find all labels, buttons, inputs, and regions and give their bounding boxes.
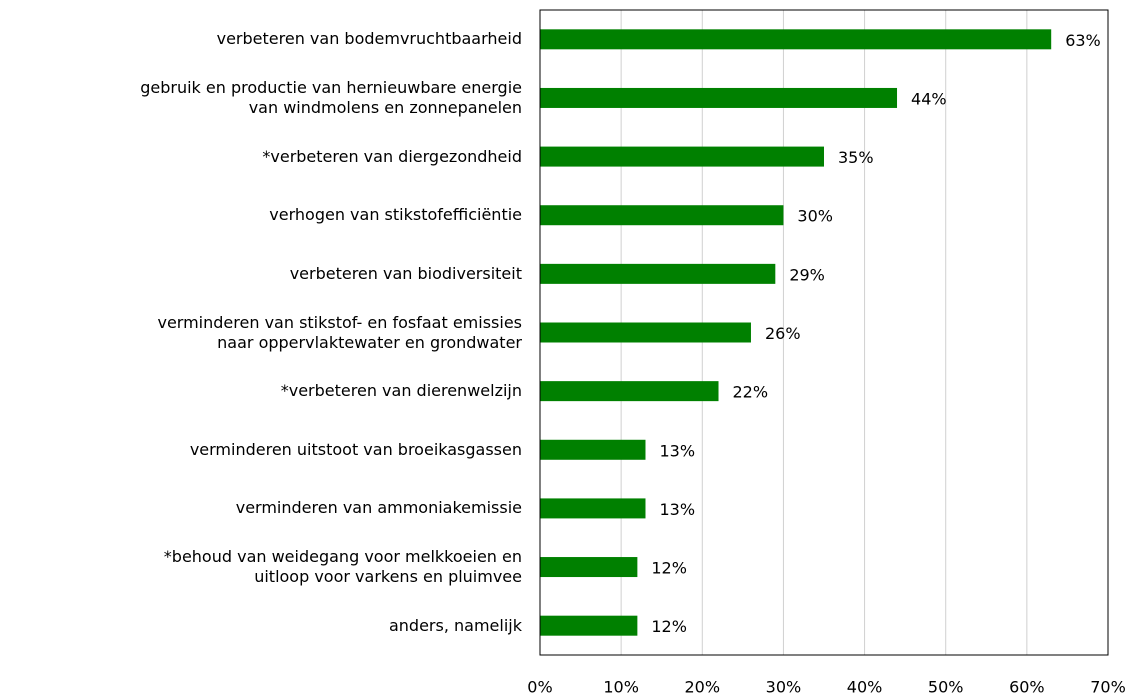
x-tick-label: 30% [766, 678, 802, 697]
bar [540, 381, 719, 402]
x-tick-label: 40% [847, 678, 883, 697]
value-label: 13% [659, 441, 695, 460]
bar [540, 29, 1052, 50]
value-label: 35% [838, 148, 874, 167]
y-tick-label: anders, namelijk [388, 615, 522, 635]
value-label: 13% [659, 500, 695, 519]
value-label: 29% [789, 265, 825, 284]
bar [540, 146, 824, 167]
y-tick-label: verminderen uitstoot van broeikasgassen [189, 439, 522, 459]
x-tick-label: 60% [1009, 678, 1045, 697]
x-tick-label: 10% [603, 678, 639, 697]
value-label: 22% [733, 383, 769, 402]
plot-border [539, 9, 1109, 656]
y-tick-label: *verbeteren van diergezondheid [262, 146, 522, 166]
y-tick-label: gebruik en productie van hernieuwbare en… [140, 77, 522, 117]
y-tick-label: *verbeteren van dierenwelzijn [280, 381, 522, 401]
x-tick-label: 0% [527, 678, 552, 697]
value-label: 30% [797, 207, 833, 226]
x-tick-label: 50% [928, 678, 964, 697]
value-label: 12% [651, 559, 687, 578]
y-tick-label: *behoud van weidegang voor melkkoeien en… [163, 547, 522, 587]
x-tick-label: 70% [1090, 678, 1126, 697]
value-label: 26% [765, 324, 801, 343]
bar [540, 498, 646, 519]
bar [540, 322, 751, 343]
bar [540, 439, 646, 460]
value-label: 44% [911, 89, 947, 108]
bar [540, 205, 784, 226]
x-tick-label: 20% [685, 678, 721, 697]
bar [540, 615, 638, 636]
bar [540, 87, 898, 108]
y-tick-label: verbeteren van biodiversiteit [289, 263, 522, 283]
bar [540, 263, 776, 284]
y-tick-label: verminderen van stikstof- en fosfaat emi… [157, 312, 522, 352]
y-tick-label: verminderen van ammoniakemissie [235, 498, 522, 518]
value-label: 12% [651, 617, 687, 636]
y-tick-label: verhogen van stikstofefficiëntie [269, 205, 522, 225]
y-tick-label: verbeteren van bodemvruchtbaarheid [216, 29, 522, 49]
value-label: 63% [1065, 31, 1101, 50]
bar [540, 557, 638, 578]
